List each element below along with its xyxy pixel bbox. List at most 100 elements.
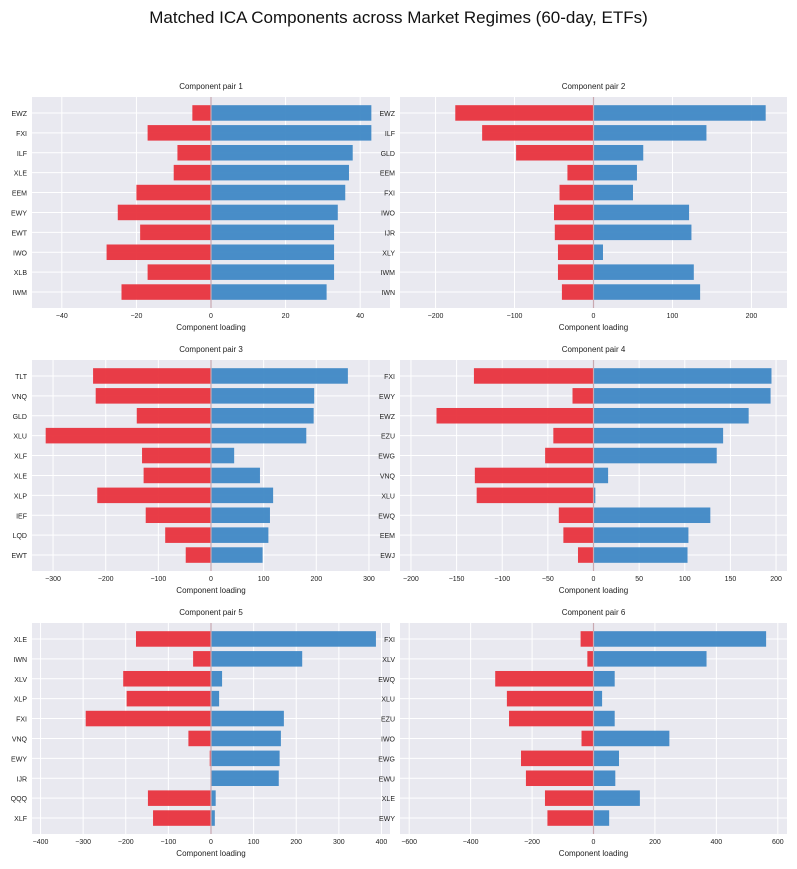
bar-xlu-s2 (593, 690, 603, 707)
bar-ewz-s1 (211, 105, 372, 121)
bar-tlt-s2 (93, 368, 211, 384)
bar-ewy-s2 (593, 810, 610, 826)
y-tick-label: IWN (13, 657, 27, 664)
y-tick-label: FXI (384, 191, 395, 198)
bar-ezu-s2 (553, 427, 594, 444)
y-tick-label: XLE (14, 637, 28, 644)
bar-xle-s1 (211, 631, 376, 647)
bar-iwn-s1 (561, 284, 594, 300)
bar-xlb-s1 (211, 264, 335, 280)
y-tick-label: IWO (381, 210, 396, 217)
bar-gld-s2 (516, 144, 594, 161)
x-tick-label: 200 (649, 839, 661, 846)
bar-vnq-s2 (188, 730, 211, 747)
bar-ezu-s1 (509, 710, 594, 727)
y-tick-label: IJR (17, 776, 28, 783)
x-tick-label: −20 (130, 313, 142, 320)
bar-iwm-s2 (593, 264, 694, 280)
bar-xlp-s1 (126, 690, 211, 707)
x-tick-label: 0 (592, 576, 596, 583)
bar-ewq-s1 (495, 670, 594, 687)
bar-ewg-s2 (545, 447, 594, 464)
bar-eem-s1 (211, 184, 346, 201)
bar-fxi-s2 (85, 710, 211, 727)
x-tick-label: 20 (282, 313, 290, 320)
bar-qqq-s1 (147, 790, 211, 806)
y-tick-label: FXI (16, 131, 27, 138)
bar-xly-s2 (593, 244, 603, 261)
chart-panel-4: FXI EWY EWZ EZU EWG VNQ XLU EWQ EEM EWJ −200 −150 −1… (378, 345, 787, 595)
y-tick-label: VNQ (12, 394, 28, 401)
x-tick-label: −600 (401, 839, 417, 846)
bar-gld-s2 (136, 407, 211, 424)
x-axis-label: Component loading (559, 323, 628, 332)
bar-fxi-s2 (473, 368, 594, 384)
bar-qqq-s2 (211, 790, 216, 806)
y-tick-label: XLP (14, 493, 28, 500)
y-tick-label: ILF (17, 151, 27, 158)
y-tick-label: VNQ (12, 736, 28, 743)
bar-iwo-s1 (211, 244, 335, 261)
y-tick-label: TLT (15, 374, 28, 381)
bar-ief-s1 (211, 507, 270, 524)
y-tick-label: EWZ (11, 111, 27, 118)
bar-xlb-s2 (147, 264, 211, 280)
bar-ewy-s1 (593, 388, 771, 404)
bar-xlu-s1 (476, 487, 594, 504)
y-tick-label: EWG (378, 756, 395, 763)
chart-title: Component pair 5 (179, 608, 243, 617)
bar-vnq-s1 (474, 467, 594, 484)
chart-title: Component pair 4 (562, 345, 626, 354)
y-tick-label: EWJ (380, 553, 395, 560)
bar-ilf-s1 (593, 125, 707, 141)
bar-iwo-s2 (106, 244, 211, 261)
bar-ewy-s1 (211, 204, 338, 221)
x-tick-label: 200 (770, 576, 782, 583)
chart-panel-1: EWZ FXI ILF XLE EEM EWY EWT IWO XLB IWM −40 −20 0 20 4… (11, 82, 390, 332)
bar-gld-s1 (211, 407, 314, 424)
bar-vnq-s1 (211, 388, 315, 404)
bar-ewz-s2 (593, 407, 749, 424)
bar-ewt-s1 (211, 547, 263, 563)
chart-title: Component pair 2 (562, 82, 626, 91)
x-tick-label: −40 (56, 313, 68, 320)
chart-panel-6: FXI XLV EWQ XLU EZU IWO EWG EWU XLE EWY −600 −400 −2… (378, 608, 787, 858)
bar-xlv-s2 (211, 670, 223, 687)
x-tick-label: 0 (209, 839, 213, 846)
x-tick-label: 0 (592, 313, 596, 320)
bar-ewy-s2 (572, 388, 594, 404)
x-tick-label: 0 (209, 576, 213, 583)
bar-fxi-s2 (559, 184, 594, 201)
x-tick-label: 600 (772, 839, 784, 846)
bar-xle-s1 (544, 790, 594, 806)
bar-fxi-s2 (580, 631, 594, 647)
y-tick-label: IWM (381, 270, 396, 277)
bar-iwn-s2 (593, 284, 701, 300)
y-tick-label: QQQ (11, 796, 28, 803)
chart-panel-2: EWZ ILF GLD EEM FXI IWO IJR XLY IWM IWN −200 −100 0 1… (379, 82, 787, 332)
bar-ewj-s2 (577, 547, 594, 563)
y-tick-label: IWO (381, 736, 396, 743)
x-tick-label: 0 (592, 839, 596, 846)
bar-xly-s1 (557, 244, 594, 261)
bar-ilf-s2 (482, 125, 594, 141)
y-tick-label: XLF (14, 454, 27, 461)
chart-title: Component pair 1 (179, 82, 243, 91)
y-tick-label: VNQ (380, 473, 396, 480)
bar-xle-s2 (211, 467, 260, 484)
bar-ewy-s2 (117, 204, 211, 221)
y-tick-label: EEM (12, 191, 27, 198)
x-tick-label: 200 (290, 839, 302, 846)
y-tick-label: XLB (14, 270, 28, 277)
bar-gld-s1 (593, 144, 644, 161)
bar-eem-s1 (593, 527, 689, 543)
x-tick-label: 200 (746, 313, 758, 320)
x-tick-label: −200 (98, 576, 114, 583)
y-tick-label: XLF (14, 816, 27, 823)
chart-title: Component pair 3 (179, 345, 243, 354)
bar-ewg-s1 (593, 447, 717, 464)
y-tick-label: FXI (16, 717, 27, 724)
y-tick-label: IEF (16, 513, 27, 520)
y-tick-label: EEM (380, 533, 395, 540)
x-tick-label: 400 (376, 839, 388, 846)
